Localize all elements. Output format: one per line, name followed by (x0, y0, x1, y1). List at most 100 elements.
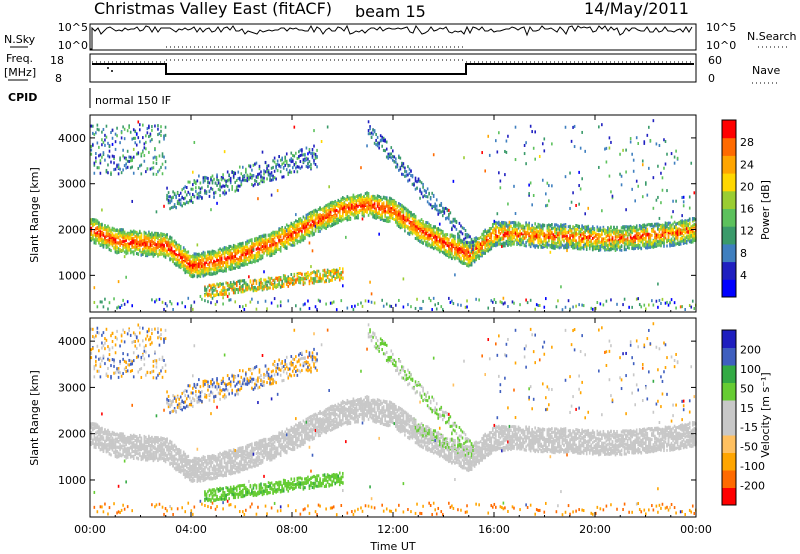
nave-trace (92, 59, 694, 63)
power-echo-point (120, 228, 123, 232)
power-echo-point (431, 231, 433, 235)
power-echo-point (458, 248, 461, 252)
power-echo-point (407, 218, 409, 222)
power-echo-point (458, 240, 461, 244)
power-echo-point (205, 268, 208, 272)
power-echo-point (307, 222, 309, 226)
power-echo-point (328, 279, 330, 283)
power-echo-point (416, 230, 418, 234)
power-echo-point (225, 179, 227, 183)
power-echo-point (340, 217, 343, 221)
power-echo-point (198, 274, 200, 278)
power-echo-point (151, 240, 153, 244)
power-echo-point (381, 215, 383, 219)
power-echo-point (358, 211, 361, 215)
power-echo-point (182, 197, 185, 201)
power-echo-point (422, 185, 424, 189)
power-echo-point (101, 155, 103, 159)
power-echo-point (428, 237, 430, 241)
power-echo-point (214, 265, 217, 269)
power-echo-point (379, 213, 382, 217)
power-echo-point (134, 130, 137, 134)
power-echo-point (101, 243, 103, 247)
power-echo-point (135, 247, 138, 251)
power-echo-point (131, 250, 134, 254)
power-echo-point (266, 307, 268, 311)
power-echo-point (454, 217, 456, 221)
power-echo-point (193, 270, 196, 274)
power-echo-point (248, 261, 250, 265)
power-echo-point (182, 261, 185, 265)
power-echo-point (423, 225, 426, 229)
power-echo-point (340, 198, 343, 202)
power-echo-point (288, 169, 291, 173)
freq-label: Freq. (6, 52, 33, 65)
power-echo-point (287, 238, 290, 242)
power-echo-point (267, 171, 270, 175)
power-echo-point (404, 218, 406, 222)
power-echo-point (437, 233, 440, 237)
power-echo-point (448, 244, 450, 248)
power-echo-point (455, 227, 458, 231)
power-echo-point (140, 154, 143, 158)
power-echo-point (269, 234, 271, 238)
power-echo-point (201, 258, 203, 262)
power-echo-point (402, 217, 405, 221)
power-echo-point (160, 251, 162, 255)
power-echo-point (248, 275, 250, 279)
power-echo-point (308, 306, 311, 310)
power-echo-point (145, 140, 147, 144)
power-echo-point (460, 303, 462, 307)
power-echo-point (355, 207, 358, 211)
power-echo-point (105, 241, 108, 245)
power-echo-point (111, 242, 114, 246)
power-echo-point (266, 242, 268, 246)
power-echo-point (96, 226, 99, 230)
power-echo-point (385, 217, 388, 221)
power-echo-point (199, 181, 202, 185)
power-echo-point (223, 261, 226, 265)
power-echo-point (192, 260, 194, 264)
power-echo-point (408, 213, 411, 217)
power-echo-point (240, 279, 243, 283)
power-echo-point (290, 238, 293, 242)
power-echo-point (384, 211, 387, 215)
power-echo-point (232, 176, 235, 180)
power-echo-point (298, 224, 300, 228)
power-echo-point (240, 263, 243, 267)
power-echo-point (208, 265, 211, 269)
power-echo-point (332, 223, 335, 227)
power-echo-point (238, 255, 241, 259)
power-echo-point (337, 273, 340, 277)
power-echo-point (140, 172, 143, 176)
power-echo-point (155, 210, 158, 214)
power-echo-point (107, 238, 109, 242)
power-echo-point (234, 172, 237, 176)
power-echo-point (290, 277, 293, 281)
power-echo-point (204, 179, 206, 183)
power-echo-point (217, 285, 220, 289)
power-echo-point (314, 305, 317, 309)
power-echo-point (331, 208, 333, 212)
power-echo-point (261, 285, 264, 289)
power-echo-point (219, 282, 221, 286)
power-echo-point (132, 245, 135, 249)
power-echo-point (420, 223, 423, 227)
power-echo-point (428, 226, 430, 230)
power-echo-point (216, 258, 218, 262)
power-echo-point (349, 207, 352, 211)
power-echo-point (401, 221, 403, 225)
power-echo-point (257, 253, 259, 257)
power-echo-point (252, 174, 255, 178)
power-echo-point (193, 179, 196, 183)
power-echo-point (438, 245, 441, 249)
power-echo-point (225, 257, 227, 261)
power-echo-point (199, 261, 202, 265)
power-echo-point (446, 216, 449, 220)
power-echo-point (96, 219, 99, 223)
power-echo-point (375, 215, 377, 219)
power-echo-point (404, 207, 406, 211)
power-echo-point (114, 147, 117, 151)
power-echo-point (255, 237, 258, 241)
power-echo-point (305, 218, 308, 222)
